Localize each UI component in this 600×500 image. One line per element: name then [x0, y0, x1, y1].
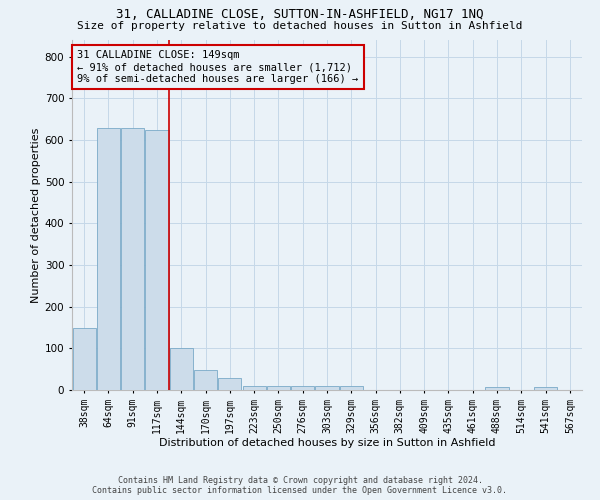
Bar	[73, 328, 95, 390]
X-axis label: Distribution of detached houses by size in Sutton in Ashfield: Distribution of detached houses by size …	[159, 438, 495, 448]
Bar	[340, 386, 363, 390]
Bar	[534, 387, 557, 390]
Bar	[316, 386, 338, 390]
Bar	[170, 348, 193, 390]
Bar	[218, 378, 241, 390]
Text: Contains HM Land Registry data © Crown copyright and database right 2024.
Contai: Contains HM Land Registry data © Crown c…	[92, 476, 508, 495]
Bar	[145, 130, 169, 390]
Text: 31, CALLADINE CLOSE, SUTTON-IN-ASHFIELD, NG17 1NQ: 31, CALLADINE CLOSE, SUTTON-IN-ASHFIELD,…	[116, 8, 484, 20]
Bar	[485, 387, 509, 390]
Bar	[267, 386, 290, 390]
Bar	[194, 370, 217, 390]
Y-axis label: Number of detached properties: Number of detached properties	[31, 128, 41, 302]
Text: 31 CALLADINE CLOSE: 149sqm
← 91% of detached houses are smaller (1,712)
9% of se: 31 CALLADINE CLOSE: 149sqm ← 91% of deta…	[77, 50, 358, 84]
Bar	[97, 128, 120, 390]
Bar	[242, 386, 266, 390]
Bar	[121, 128, 144, 390]
Bar	[291, 386, 314, 390]
Text: Size of property relative to detached houses in Sutton in Ashfield: Size of property relative to detached ho…	[77, 21, 523, 31]
